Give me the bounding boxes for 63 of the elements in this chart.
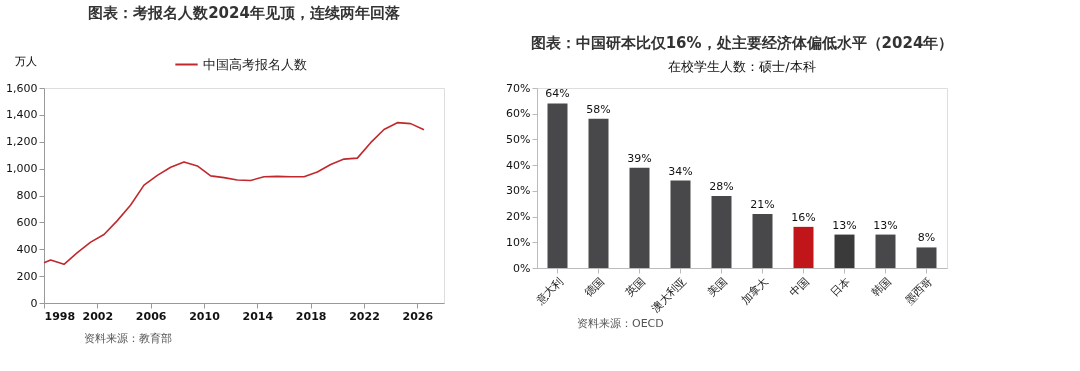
y-tick-label: 600 xyxy=(16,215,38,229)
y-tick-label: 0 xyxy=(30,296,38,310)
chart-title: 图表：中国研本比仅16%，处主要经济体偏低水平（2024年） xyxy=(530,34,954,52)
x-tick-label: 2026 xyxy=(402,309,434,323)
data-label: 34% xyxy=(668,164,693,178)
y-tick-label: 1,000 xyxy=(6,162,38,176)
x-tick-label: 2002 xyxy=(82,309,114,323)
y-tick-label: 60% xyxy=(506,107,531,121)
bar xyxy=(875,234,896,268)
chart-subtitle: 在校学生人数：硕士/本科 xyxy=(668,59,816,74)
bar xyxy=(916,247,937,268)
y-tick-label: 20% xyxy=(506,210,531,224)
data-label: 64% xyxy=(545,87,570,101)
x-tick-label: 2006 xyxy=(135,309,167,323)
x-tick-label: 2014 xyxy=(242,309,274,323)
x-tick-label: 墨西哥 xyxy=(902,274,935,308)
x-tick-label: 意大利 xyxy=(532,274,566,309)
y-tick-label: 400 xyxy=(16,242,38,256)
x-tick-label: 加拿大 xyxy=(738,274,771,308)
x-tick-label: 日本 xyxy=(828,274,853,300)
legend-label: 中国高考报名人数 xyxy=(203,56,307,72)
y-axis-title: 万人 xyxy=(14,54,37,68)
x-tick-label: 2018 xyxy=(295,309,327,323)
bar xyxy=(834,234,855,268)
data-label: 8% xyxy=(917,231,936,245)
data-label: 58% xyxy=(586,102,611,116)
y-tick-label: 30% xyxy=(506,184,531,198)
data-label: 13% xyxy=(832,218,857,232)
data-label: 39% xyxy=(627,151,652,165)
data-label: 21% xyxy=(750,198,775,211)
y-tick-label: 0% xyxy=(513,261,531,275)
x-tick-label: 澳大利亚 xyxy=(648,274,689,316)
data-label: 13% xyxy=(873,218,898,232)
text: 资料来源：教育部 xyxy=(84,332,172,345)
text: 资料来源：OECD xyxy=(577,317,664,330)
data-label: 16% xyxy=(791,210,816,224)
data-label: 28% xyxy=(709,180,734,193)
y-tick-label: 1,200 xyxy=(6,135,38,149)
x-tick-label: 英国 xyxy=(623,274,648,300)
x-tick-label: 1998 xyxy=(44,309,76,323)
bar xyxy=(752,214,773,268)
y-tick-label: 200 xyxy=(16,269,38,283)
x-tick-label: 2010 xyxy=(189,309,221,323)
y-tick-label: 70% xyxy=(506,81,531,95)
bar xyxy=(547,103,568,268)
bar xyxy=(670,180,691,268)
bar xyxy=(629,167,650,268)
bar xyxy=(588,118,609,268)
y-tick-label: 10% xyxy=(506,235,531,249)
y-tick-label: 800 xyxy=(16,189,38,202)
bar xyxy=(793,226,814,268)
y-tick-label: 1,400 xyxy=(6,108,38,122)
line-series xyxy=(43,121,425,266)
x-tick-label: 2022 xyxy=(349,309,380,323)
x-tick-label: 德国 xyxy=(582,274,607,300)
x-tick-label: 韩国 xyxy=(869,274,894,300)
x-tick-label: 中国 xyxy=(787,274,812,300)
y-tick-label: 1,600 xyxy=(6,81,38,95)
x-tick-label: 美国 xyxy=(705,274,730,300)
chart-title: 图表：考报名人数2024年见顶，连续两年回落 xyxy=(88,4,401,22)
y-tick-label: 40% xyxy=(506,158,531,172)
bar xyxy=(711,196,732,268)
y-tick-label: 50% xyxy=(506,132,531,146)
